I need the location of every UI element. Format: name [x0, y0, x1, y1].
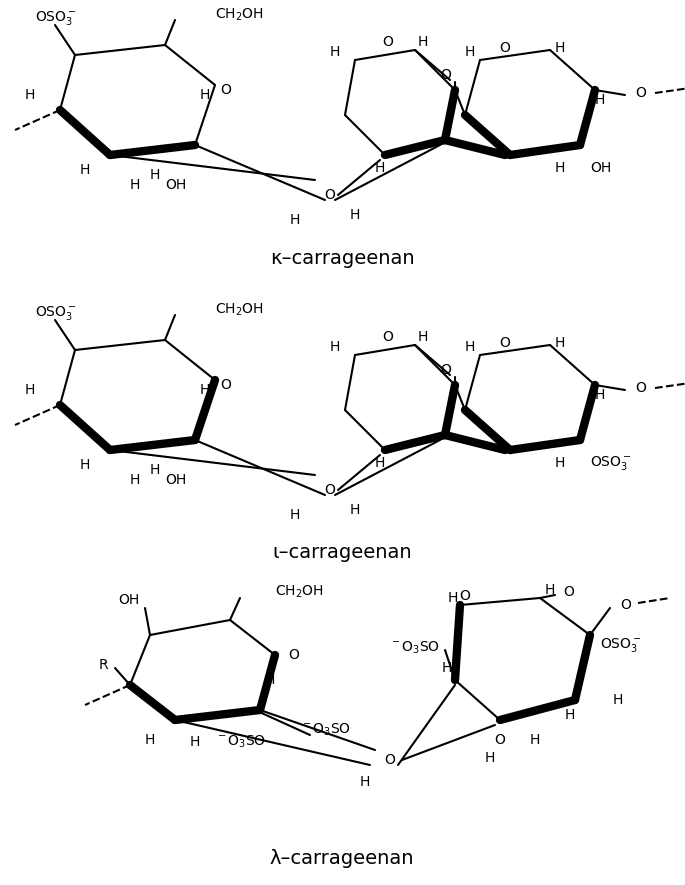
- Text: H: H: [80, 458, 90, 472]
- Text: O: O: [384, 753, 395, 767]
- Text: OSO$_3^-$: OSO$_3^-$: [35, 9, 77, 27]
- Text: OH: OH: [165, 473, 186, 487]
- Text: H: H: [290, 213, 300, 227]
- Text: O: O: [288, 648, 299, 662]
- Text: H: H: [80, 163, 90, 177]
- Text: H: H: [375, 161, 385, 175]
- Text: $^-$O$_3$SO: $^-$O$_3$SO: [389, 640, 440, 656]
- Text: OSO$_3^-$: OSO$_3^-$: [600, 636, 642, 654]
- Text: OSO$_3^-$: OSO$_3^-$: [590, 454, 632, 472]
- Text: H: H: [565, 708, 575, 722]
- Text: O: O: [499, 41, 510, 55]
- Text: O: O: [635, 381, 646, 395]
- Text: O: O: [495, 733, 506, 747]
- Text: OH: OH: [119, 593, 140, 607]
- Text: H: H: [555, 41, 565, 55]
- Text: H: H: [464, 340, 475, 354]
- Text: $^-$O$_3$SO: $^-$O$_3$SO: [215, 734, 266, 750]
- Text: H: H: [350, 503, 360, 517]
- Text: H: H: [555, 456, 565, 470]
- Text: H: H: [485, 751, 495, 765]
- Text: OH: OH: [165, 178, 186, 192]
- Text: H: H: [190, 735, 200, 749]
- Text: H: H: [129, 178, 140, 192]
- Text: O: O: [220, 83, 231, 97]
- Text: H: H: [530, 733, 540, 747]
- Text: O: O: [499, 336, 510, 350]
- Text: O: O: [563, 585, 574, 599]
- Text: H: H: [150, 463, 160, 477]
- Text: H: H: [375, 456, 385, 470]
- Text: H: H: [145, 733, 155, 747]
- Text: κ–carrageenan: κ–carrageenan: [270, 249, 414, 267]
- Text: O: O: [635, 86, 646, 100]
- Text: H: H: [418, 35, 428, 49]
- Text: H: H: [464, 45, 475, 59]
- Text: H: H: [25, 383, 35, 397]
- Text: H: H: [290, 508, 300, 522]
- Text: O: O: [382, 35, 393, 49]
- Text: H: H: [265, 673, 275, 687]
- Text: O: O: [220, 378, 231, 392]
- Text: H: H: [545, 583, 556, 597]
- Text: H: H: [442, 661, 452, 675]
- Text: H: H: [595, 93, 606, 107]
- Text: O: O: [440, 363, 451, 377]
- Text: OSO$_3^-$: OSO$_3^-$: [35, 304, 77, 322]
- Text: H: H: [129, 473, 140, 487]
- Text: H: H: [418, 330, 428, 344]
- Text: ι–carrageenan: ι–carrageenan: [272, 543, 412, 563]
- Text: OH: OH: [590, 161, 611, 175]
- Text: H: H: [150, 168, 160, 182]
- Text: H: H: [447, 591, 458, 605]
- Text: O: O: [325, 483, 336, 497]
- Text: λ–carrageenan: λ–carrageenan: [270, 849, 414, 867]
- Text: H: H: [613, 693, 623, 707]
- Text: O: O: [440, 68, 451, 82]
- Text: O: O: [459, 589, 470, 603]
- Text: H: H: [200, 383, 210, 397]
- Text: H: H: [555, 161, 565, 175]
- Text: O: O: [325, 188, 336, 202]
- Text: H: H: [595, 388, 606, 402]
- Text: CH$_2$OH: CH$_2$OH: [215, 302, 264, 319]
- Text: $^-$O$_3$SO: $^-$O$_3$SO: [300, 722, 351, 738]
- Text: R: R: [99, 658, 108, 672]
- Text: H: H: [329, 45, 340, 59]
- Text: H: H: [329, 340, 340, 354]
- Text: CH$_2$OH: CH$_2$OH: [215, 7, 264, 23]
- Text: H: H: [25, 88, 35, 102]
- Text: H: H: [350, 208, 360, 222]
- Text: H: H: [200, 88, 210, 102]
- Text: H: H: [360, 775, 370, 789]
- Text: CH$_2$OH: CH$_2$OH: [275, 584, 324, 600]
- Text: H: H: [555, 336, 565, 350]
- Text: O: O: [620, 598, 631, 612]
- Text: O: O: [382, 330, 393, 344]
